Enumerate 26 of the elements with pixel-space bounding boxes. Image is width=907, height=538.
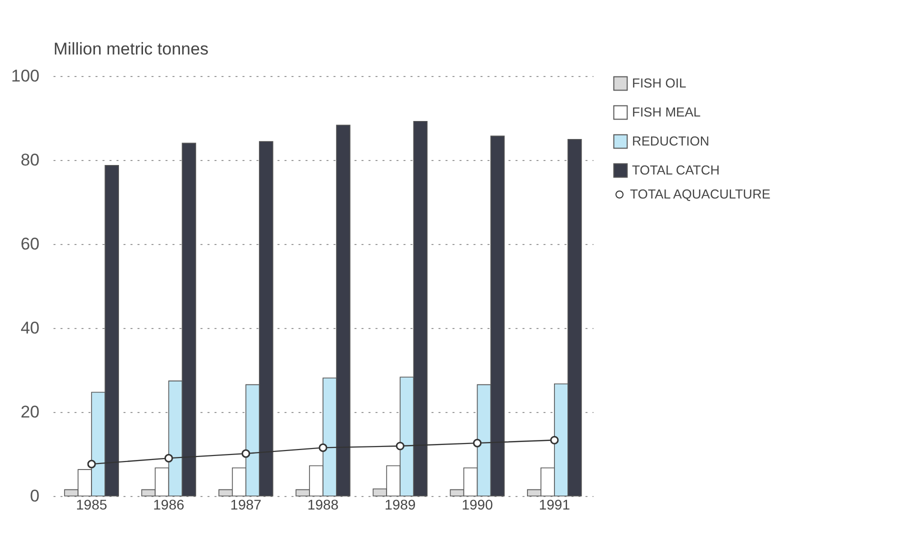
x-tick-label: 1986 xyxy=(153,496,184,512)
x-tick-label: 1991 xyxy=(538,496,570,512)
y-tick-label: 60 xyxy=(20,234,40,254)
point xyxy=(473,438,482,448)
legend-label: TOTAL CATCH xyxy=(632,162,720,178)
y-tick-label: 40 xyxy=(20,318,40,338)
point xyxy=(318,443,328,452)
x-tick-label: 1985 xyxy=(76,496,108,512)
point xyxy=(396,442,404,450)
legend-label: TOTAL AQUACULTURE xyxy=(630,186,771,202)
x-tick-label: 1989 xyxy=(384,496,416,512)
legend-label: REDUCTION xyxy=(632,134,710,148)
y-tick-label: 0 xyxy=(30,486,40,506)
x-tick-label: 1987 xyxy=(230,496,262,512)
legend-label: FISH MEAL xyxy=(632,104,701,120)
point xyxy=(87,460,96,468)
x-tick-label: 1988 xyxy=(307,496,339,512)
y-tick-label: 80 xyxy=(20,150,40,170)
point xyxy=(242,449,250,458)
y-tick-label: 100 xyxy=(11,66,40,86)
y-tick-label: 20 xyxy=(20,402,40,422)
point xyxy=(550,436,559,444)
y-axis-title: Million metric tonnes xyxy=(54,40,208,58)
point xyxy=(164,454,173,462)
x-tick-label: 1990 xyxy=(462,496,494,512)
legend-label: FISH OIL xyxy=(632,76,686,90)
